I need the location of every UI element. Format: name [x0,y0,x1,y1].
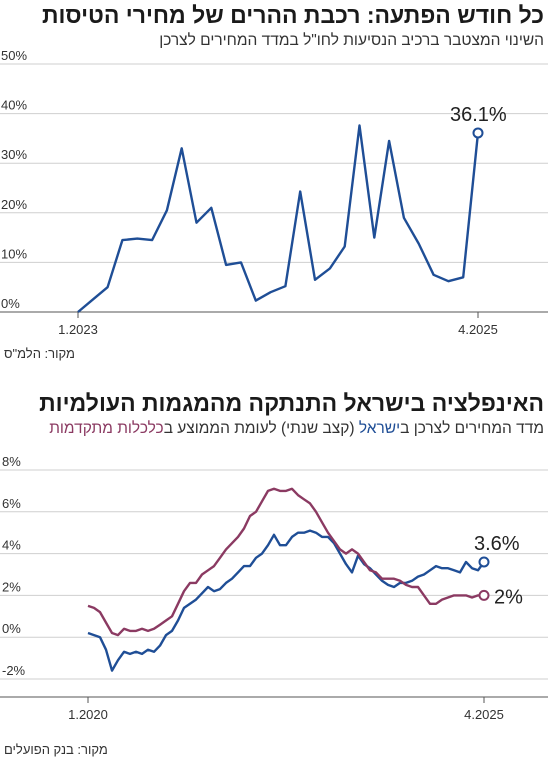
chart2-y-tick-label: 0% [2,621,21,636]
chart2-series-endpoint-1 [478,556,490,568]
chart2-subtitle: מדד המחירים לצרכן בישראל (קצב שנתי) לעומ… [49,420,544,438]
flight-prices-chart: 0% 10% 20% 30% 40% 50% 1.2023 4.2025 36.1% [0,48,548,337]
chart2-source: מקור: בנק הפועלים [4,742,108,757]
chart1-series-endpoint-1 [472,127,484,139]
chart2-y-tick-label: 6% [2,496,21,511]
chart1-y-tick-label: 20% [1,197,27,212]
chart1-title: כל חודש הפתעה: רכבת ההרים של מחירי הטיסו… [42,2,544,28]
chart2-subtitle-advanced-economies: כלכלות מתקדמות [49,420,164,437]
chart1-x-tick-label: 4.2025 [458,322,498,337]
chart2-end-label-1: 3.6% [474,533,520,555]
chart1-subtitle: השינוי המצטבר ברכיב הנסיעות לחו"ל במדד ה… [159,32,544,49]
chart2-subtitle-israel: ישראל [358,420,401,437]
chart2-y-tick-label: 4% [2,538,21,553]
inflation-chart-panel: -2% 0% 2% 4% 6% 8% 1.2020 4.2025 3.6% 2% האינפלצי… [0,388,550,760]
chart2-y-tick-label: 2% [2,579,21,594]
chart2-subtitle-part-3: (קצב שנתי) לעומת הממוצע ב [163,420,359,437]
chart2-y-tick-label: 8% [2,454,21,469]
chart1-end-label-1: 36.1% [450,104,507,126]
chart2-series-endpoint-2 [478,589,490,601]
chart1-series-line-1 [77,124,480,313]
chart2-series-line-2 [87,487,484,637]
chart1-y-tick-label: 40% [1,98,27,113]
chart2-x-tick-label: 4.2025 [464,707,504,722]
chart2-series-line-1 [87,529,485,672]
flight-prices-chart-panel: 0% 10% 20% 30% 40% 50% 1.2023 4.2025 36.1% כל חו… [0,0,550,370]
chart1-x-tick-label: 1.2023 [58,322,98,337]
chart2-subtitle-part-1: מדד המחירים לצרכן ב [400,420,544,437]
chart1-source: מקור: הלמ"ס [4,346,75,361]
chart1-y-tick-label: 10% [1,246,27,261]
inflation-chart: -2% 0% 2% 4% 6% 8% 1.2020 4.2025 3.6% 2% [0,454,548,722]
chart2-title: האינפלציה בישראל התנתקה מהמגמות העולמיות [39,390,544,416]
chart2-x-tick-label: 1.2020 [68,707,108,722]
chart1-y-tick-label: 50% [1,48,27,63]
chart1-y-tick-label: 0% [1,296,20,311]
chart2-end-label-2: 2% [494,586,523,608]
chart1-y-tick-label: 30% [1,147,27,162]
chart2-y-tick-label: -2% [2,663,26,678]
